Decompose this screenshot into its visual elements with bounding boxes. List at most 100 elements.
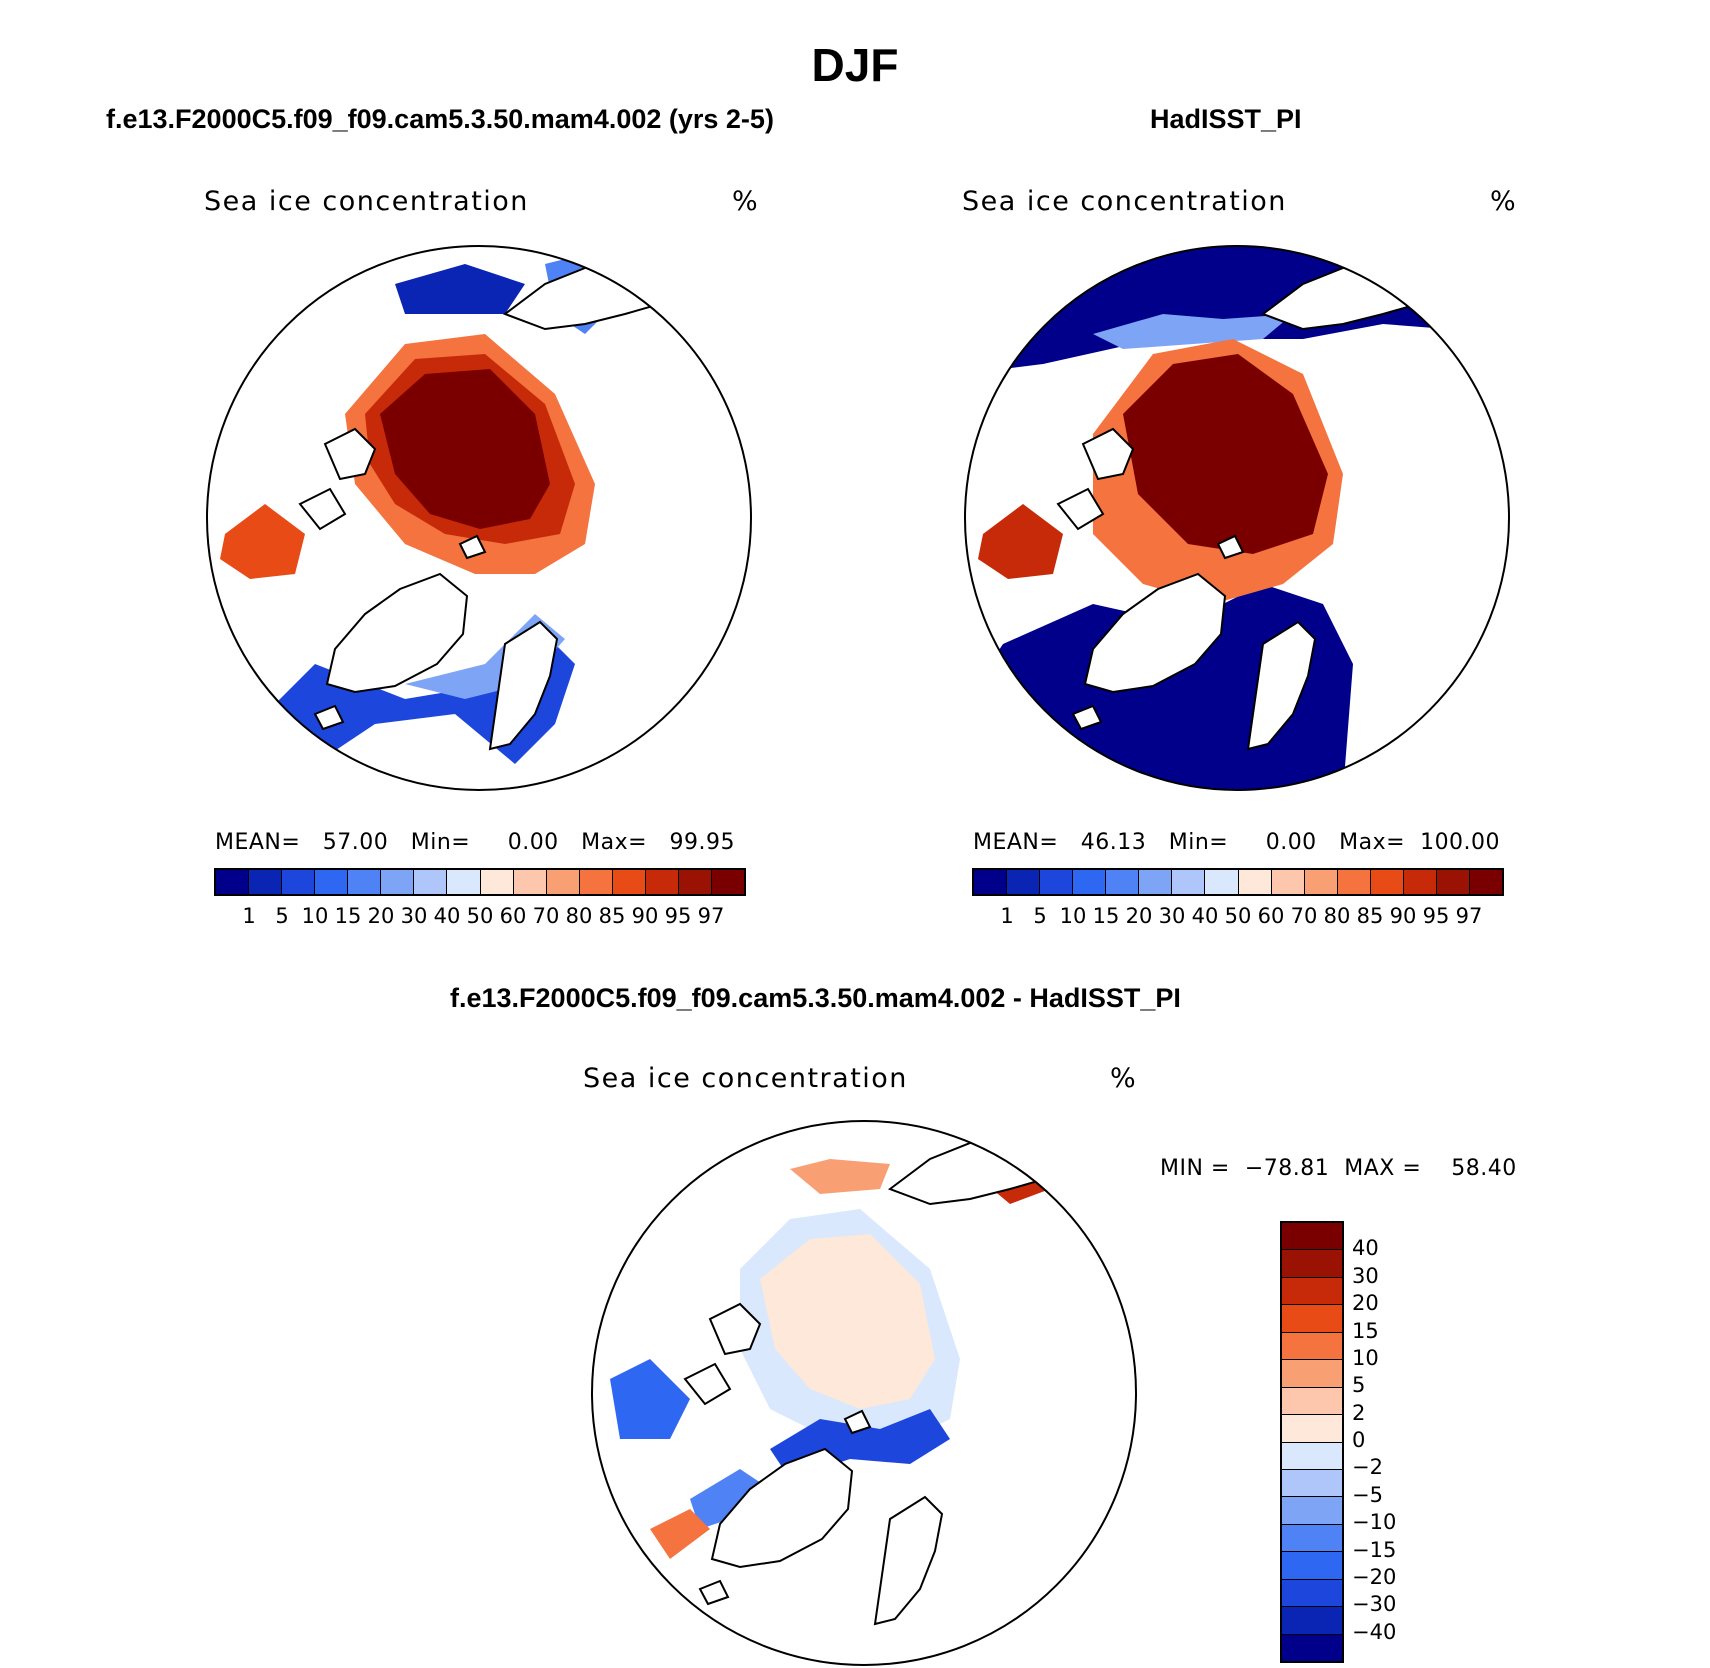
- diff-units-label: %: [1110, 1063, 1138, 1094]
- diff-colorbar: [1280, 1221, 1344, 1663]
- obs-colorbar-swatch: [1040, 870, 1074, 894]
- diff-colorbar-swatch: [1282, 1552, 1342, 1580]
- model-variable-label: Sea ice concentration: [204, 186, 529, 217]
- diff-colorbar-tick-label: −30: [1352, 1592, 1397, 1617]
- diff-colorbar-tick-label: −15: [1352, 1537, 1397, 1562]
- diff-colorbar-swatch: [1282, 1579, 1342, 1608]
- obs-polar-map: [964, 245, 1510, 791]
- obs-colorbar-swatch: [1238, 870, 1272, 894]
- obs-colorbar-swatch: [1370, 870, 1404, 894]
- model-colorbar-tick-label: 70: [532, 904, 560, 928]
- obs-colorbar-swatch: [1106, 870, 1140, 894]
- model-colorbar-swatch: [678, 870, 712, 894]
- model-colorbar-swatch: [447, 870, 481, 894]
- model-colorbar-tick-label: 5: [275, 904, 289, 928]
- diff-colorbar-swatch: [1282, 1634, 1342, 1661]
- obs-colorbar-tick-label: 70: [1290, 904, 1318, 928]
- coastline: [1081, 427, 1135, 481]
- model-colorbar-swatch: [480, 870, 514, 894]
- sea-ice-bering: [395, 264, 525, 314]
- obs-colorbar-tick-label: 50: [1224, 904, 1252, 928]
- sea-ice-edge-blue: [1093, 314, 1293, 349]
- diff-colorbar-swatch: [1282, 1469, 1342, 1498]
- model-colorbar-swatch: [546, 870, 580, 894]
- model-colorbar-swatch: [249, 870, 283, 894]
- diff-stats: MIN = −78.81 MAX = 58.40: [1160, 1156, 1517, 1181]
- model-colorbar-tick-label: 80: [565, 904, 593, 928]
- obs-colorbar-tick-label: 40: [1191, 904, 1219, 928]
- obs-colorbar-swatch: [1403, 870, 1437, 894]
- obs-colorbar-tick-label: 20: [1125, 904, 1153, 928]
- obs-colorbar-tick-label: 5: [1033, 904, 1047, 928]
- diff-panel-title: f.e13.F2000C5.f09_f09.cam5.3.50.mam4.002…: [450, 983, 1181, 1013]
- diff-colorbar-swatch: [1282, 1250, 1342, 1278]
- obs-colorbar-swatch: [1139, 870, 1173, 894]
- model-colorbar-swatch: [348, 870, 382, 894]
- coastline: [1246, 620, 1317, 751]
- diff-negative-edge: [690, 1469, 770, 1529]
- obs-colorbar-tick-label: 30: [1158, 904, 1186, 928]
- obs-colorbar-tick-label: 80: [1323, 904, 1351, 928]
- obs-colorbar-tick-label: 90: [1389, 904, 1417, 928]
- model-colorbar-swatch: [612, 870, 646, 894]
- model-colorbar-tick-label: 85: [598, 904, 626, 928]
- obs-units-label: %: [1490, 186, 1518, 217]
- diff-colorbar-swatch: [1282, 1387, 1342, 1416]
- obs-colorbar-swatch: [1271, 870, 1305, 894]
- obs-colorbar-ticks: 1 5 10 15 20 30 40 50 60 70 80 85 90 95 97: [974, 904, 1502, 930]
- diff-colorbar-tick-label: 20: [1352, 1291, 1379, 1316]
- model-colorbar-tick-label: 1: [242, 904, 256, 928]
- coastline: [683, 1362, 732, 1406]
- model-stats: MEAN= 57.00 Min= 0.00 Max= 99.95: [215, 830, 736, 855]
- diff-colorbar-tick-label: 10: [1352, 1345, 1379, 1370]
- diff-colorbar-swatch: [1282, 1442, 1342, 1470]
- diff-colorbar-tick-label: 5: [1352, 1373, 1366, 1398]
- obs-colorbar-tick-label: 15: [1092, 904, 1120, 928]
- model-colorbar-swatch: [282, 870, 316, 894]
- coastline: [488, 620, 559, 751]
- obs-stats: MEAN= 46.13 Min= 0.00 Max= 100.00: [973, 830, 1501, 855]
- obs-colorbar-swatch: [1007, 870, 1041, 894]
- coastline: [708, 1302, 762, 1356]
- obs-colorbar-tick-label: 97: [1455, 904, 1483, 928]
- model-colorbar-tick-label: 30: [400, 904, 428, 928]
- diff-colorbar-tick-label: 0: [1352, 1428, 1366, 1452]
- coastline: [710, 1447, 854, 1569]
- obs-colorbar-swatch: [1436, 870, 1470, 894]
- obs-colorbar-swatch: [1172, 870, 1206, 894]
- diff-colorbar-swatch: [1282, 1524, 1342, 1553]
- diff-colorbar-swatch: [1282, 1497, 1342, 1525]
- diff-positive-bering: [790, 1159, 890, 1194]
- coastline: [298, 487, 347, 531]
- sea-ice-labrador: [978, 504, 1063, 579]
- diff-colorbar-tick-label: 2: [1352, 1400, 1366, 1425]
- diff-colorbar-tick-label: −40: [1352, 1619, 1397, 1644]
- diff-colorbar-swatch: [1282, 1277, 1342, 1306]
- coastline: [313, 704, 345, 731]
- diff-colorbar-tick-label: −10: [1352, 1510, 1397, 1535]
- diff-colorbar-swatch: [1282, 1223, 1342, 1251]
- model-units-label: %: [732, 186, 760, 217]
- figure-title: DJF: [811, 39, 899, 91]
- model-colorbar-swatch: [711, 870, 744, 894]
- sea-ice-core: [380, 369, 550, 529]
- obs-panel-title: HadISST_PI: [1150, 104, 1302, 134]
- map-boundary: [964, 245, 1510, 791]
- diff-negative-labrador: [610, 1359, 690, 1439]
- diff-colorbar-tick-label: −5: [1352, 1482, 1383, 1507]
- diff-slight-positive: [760, 1234, 935, 1409]
- coastline: [698, 1579, 730, 1606]
- diff-colorbar-tick-label: 30: [1352, 1263, 1379, 1288]
- model-colorbar-tick-label: 60: [499, 904, 527, 928]
- model-polar-map: [206, 245, 752, 791]
- map-boundary: [206, 245, 752, 791]
- obs-colorbar-tick-label: 1: [1000, 904, 1014, 928]
- obs-colorbar-swatch: [1205, 870, 1239, 894]
- diff-colorbar-swatch: [1282, 1360, 1342, 1388]
- coastline: [323, 427, 377, 481]
- model-colorbar-swatch: [513, 870, 547, 894]
- model-colorbar-swatch: [579, 870, 613, 894]
- coastline: [873, 1495, 944, 1626]
- model-colorbar-ticks: 1 5 10 15 20 30 40 50 60 70 80 85 90 95 97: [216, 904, 744, 930]
- obs-colorbar-tick-label: 10: [1059, 904, 1087, 928]
